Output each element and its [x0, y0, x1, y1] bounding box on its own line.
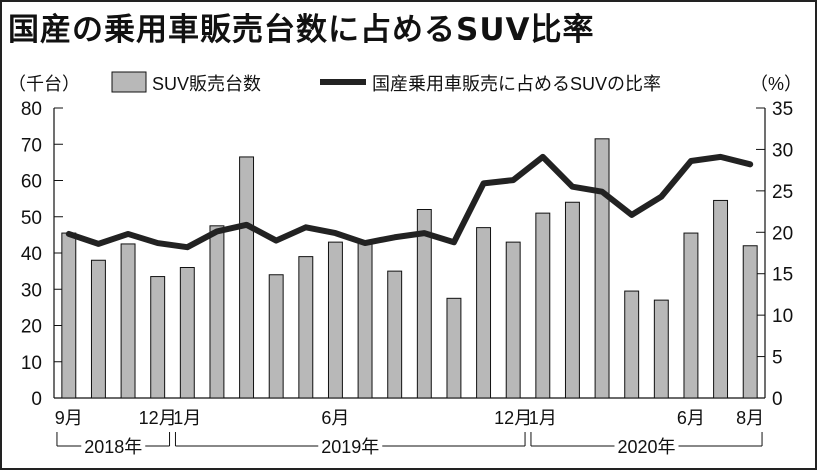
left-axis-unit: （千台）	[8, 74, 80, 94]
right-tick-label: 15	[772, 265, 793, 286]
bar	[683, 232, 699, 399]
legend-bar-swatch	[111, 71, 147, 93]
x-tick-label: 1月	[529, 408, 557, 428]
left-tick-label: 50	[21, 208, 42, 229]
right-tick-label: 5	[772, 348, 783, 369]
left-tick-label: 10	[21, 353, 42, 374]
bar	[150, 276, 166, 399]
bar	[268, 274, 284, 399]
x-tick-label: 6月	[321, 408, 349, 428]
bar	[416, 209, 432, 399]
left-tick-label: 30	[21, 280, 42, 301]
bar	[594, 138, 610, 399]
x-tick-label: 9月	[55, 408, 83, 428]
x-tick-label: 6月	[677, 408, 705, 428]
ratio-line	[65, 153, 754, 251]
bar	[535, 212, 551, 399]
bar	[387, 270, 403, 399]
left-tick-label: 70	[21, 135, 42, 156]
left-tick-label: 0	[31, 389, 42, 410]
bar	[653, 299, 669, 399]
left-tick-label: 60	[21, 172, 42, 193]
x-tick-label: 8月	[736, 408, 764, 428]
year-label: 2020年	[617, 437, 675, 457]
left-tick-label: 40	[21, 244, 42, 265]
bar	[179, 267, 195, 399]
legend-bar-label: SUV販売台数	[152, 74, 261, 94]
x-tick-label: 12月	[139, 408, 177, 428]
x-tick-label: 12月	[494, 408, 532, 428]
bar	[357, 241, 373, 399]
left-tick-label: 20	[21, 317, 42, 338]
left-tick-label: 80	[21, 99, 42, 120]
right-tick-label: 35	[772, 99, 793, 120]
legend-line-label: 国産乗用車販売に占めるSUVの比率	[372, 74, 661, 94]
bar	[209, 225, 225, 399]
right-axis-unit: （%）	[750, 74, 802, 94]
bar	[713, 199, 729, 399]
x-tick-label: 1月	[173, 408, 201, 428]
right-tick-label: 10	[772, 306, 793, 327]
bar	[742, 245, 758, 399]
year-label: 2019年	[321, 437, 379, 457]
bar	[327, 241, 343, 399]
bar	[446, 297, 462, 399]
chart-title: 国産の乗用車販売台数に占めるSUV比率	[8, 12, 595, 48]
bar	[564, 201, 580, 399]
right-tick-label: 30	[772, 140, 793, 161]
bar	[120, 243, 136, 399]
bar	[505, 241, 521, 399]
right-tick-label: 0	[772, 389, 783, 410]
right-tick-label: 25	[772, 182, 793, 203]
year-label: 2018年	[84, 437, 142, 457]
right-tick-label: 20	[772, 223, 793, 244]
bar	[61, 232, 77, 399]
bar	[298, 256, 314, 399]
bar	[90, 259, 106, 399]
bar	[239, 156, 255, 399]
bar	[476, 227, 492, 399]
bar	[624, 290, 640, 399]
